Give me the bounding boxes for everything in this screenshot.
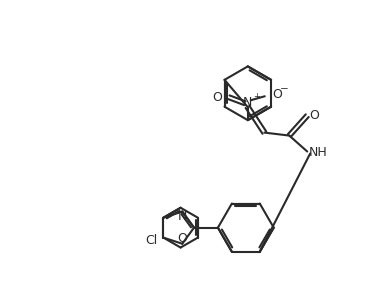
Text: O: O: [309, 109, 319, 122]
Text: NH: NH: [309, 146, 328, 159]
Text: +: +: [253, 92, 260, 101]
Text: N: N: [178, 210, 187, 223]
Text: N: N: [243, 96, 253, 109]
Text: O: O: [178, 232, 187, 245]
Text: O: O: [272, 88, 282, 101]
Text: O: O: [212, 91, 222, 104]
Text: −: −: [280, 84, 289, 94]
Text: Cl: Cl: [145, 234, 158, 247]
